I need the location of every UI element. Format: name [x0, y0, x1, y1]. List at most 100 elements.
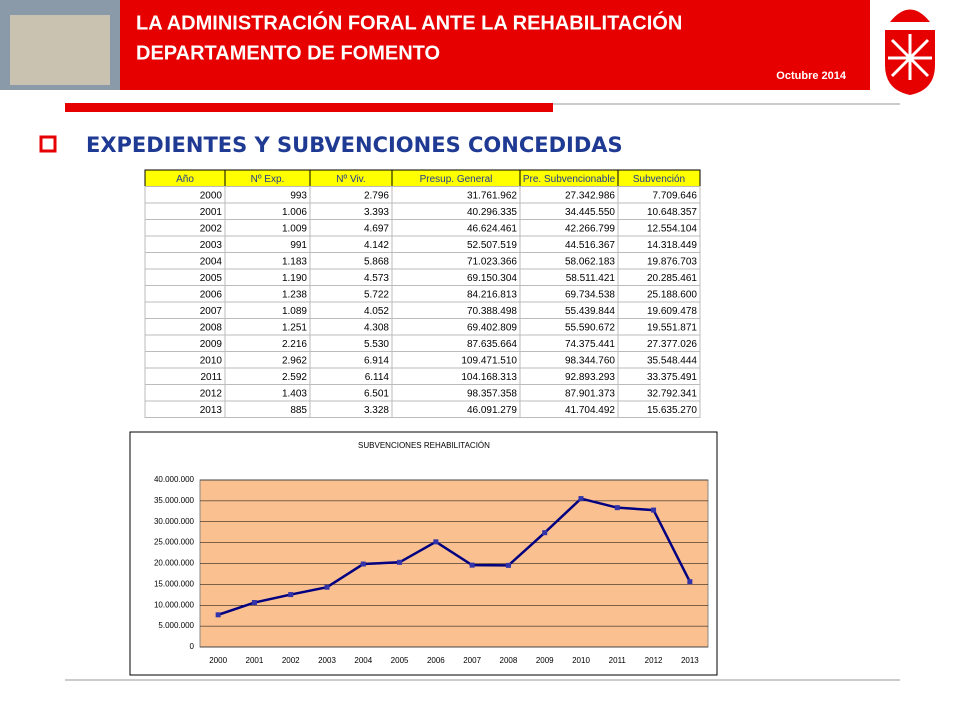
point [542, 530, 548, 536]
cell-text: 69.402.809 [467, 322, 517, 333]
x-tick-label: 2011 [609, 656, 627, 665]
point [433, 539, 439, 545]
chart: 0 5.000.000 10.000.000 15.000.000 20.000.000… [154, 475, 708, 665]
cell-text: 69.150.304 [467, 273, 517, 284]
cell-text: 55.439.844 [565, 306, 615, 317]
point [578, 496, 584, 502]
cell-text: 71.023.366 [467, 256, 517, 267]
cell-text: 104.168.313 [461, 372, 517, 383]
x-tick-label: 2007 [463, 656, 481, 665]
cell-text: 991 [290, 240, 307, 251]
cell-text: 1.183 [282, 256, 307, 267]
cell-text: 27.377.026 [647, 339, 697, 350]
cell-text: 2011 [200, 372, 222, 383]
section-heading: EXPEDIENTES Y SUBVENCIONES CONCEDIDAS [86, 133, 623, 157]
cell-text: 2010 [200, 355, 223, 366]
y-tick-label: 5.000.000 [158, 621, 194, 630]
cell-text: 885 [290, 405, 307, 416]
x-tick-label: 2004 [354, 656, 372, 665]
point [251, 600, 257, 606]
cell-text: 27.342.986 [565, 190, 615, 201]
point [360, 561, 366, 567]
cell-text: 1.251 [282, 322, 307, 333]
data-table: Año Nº Exp. Nº Viv. Presup. General Pre. Sub… [144, 169, 701, 418]
cell-text: 2001 [200, 207, 223, 218]
point [687, 579, 693, 585]
cell-text: 1.403 [282, 388, 307, 399]
cell-text: 31.761.962 [467, 190, 517, 201]
cell-text: 1.238 [282, 289, 307, 300]
cell-text: 2005 [200, 273, 223, 284]
cell-text: 2003 [200, 240, 223, 251]
x-tick-label: 2010 [572, 656, 590, 665]
cell-text: 69.734.538 [565, 289, 615, 300]
cell-text: 2.216 [282, 339, 307, 350]
cell-text: 2012 [200, 388, 223, 399]
cell-text: 4.573 [364, 273, 389, 284]
cell-text: 42.266.799 [565, 223, 615, 234]
header-text: Nº Viv. [336, 174, 365, 185]
cell-text: 84.216.813 [467, 289, 517, 300]
cell-text: 2000 [200, 190, 223, 201]
x-tick-label: 2008 [500, 656, 518, 665]
header-text: Subvención [633, 174, 685, 185]
cell-text: 6.914 [364, 355, 389, 366]
cell-text: 5.530 [364, 339, 389, 350]
cell-text: 4.052 [364, 306, 389, 317]
y-tick-label: 35.000.000 [154, 496, 195, 505]
cell-text: 98.357.358 [467, 388, 517, 399]
cell-text: 993 [290, 190, 307, 201]
cell-text: 2008 [200, 322, 223, 333]
bullet [39, 135, 57, 153]
header-text: Nº Exp. [251, 174, 285, 185]
y-tick-label: 25.000.000 [154, 538, 195, 547]
cell-text: 25.188.600 [647, 289, 697, 300]
point [505, 562, 511, 568]
cell-text: 35.548.444 [647, 355, 697, 366]
cell-text: 4.308 [364, 322, 389, 333]
cell-text: 5.722 [364, 289, 389, 300]
y-tick-label: 15.000.000 [154, 579, 195, 588]
cell-text: 1.006 [282, 207, 307, 218]
cell-text: 20.285.461 [647, 273, 697, 284]
cell-text: 12.554.104 [647, 223, 697, 234]
cell-text: 87.635.664 [467, 339, 517, 350]
cell-text: 98.344.760 [565, 355, 615, 366]
series-line [217, 497, 691, 616]
cell-text: 2009 [200, 339, 223, 350]
point [288, 592, 294, 598]
point [324, 584, 330, 590]
cell-text: 92.893.293 [565, 372, 615, 383]
header-text: Pre. Subvencionable [523, 174, 616, 185]
cell [617, 400, 701, 418]
cell-text: 2.962 [282, 355, 307, 366]
x-tick-label: 2009 [536, 656, 554, 665]
y-tick-label: 20.000.000 [154, 559, 195, 568]
x-tick-label: 2012 [645, 656, 663, 665]
x-tick-label: 2001 [246, 656, 264, 665]
cell-text: 46.624.461 [467, 223, 517, 234]
cell-text: 15.635.270 [647, 405, 697, 416]
x-tick-label: 2000 [209, 656, 227, 665]
cell-text: 41.704.492 [565, 405, 615, 416]
x-tick-label: 2002 [282, 656, 300, 665]
cell-text: 7.709.646 [653, 190, 698, 201]
cell-text: 19.551.871 [647, 322, 697, 333]
cell-text: 33.375.491 [647, 372, 697, 383]
y-tick-label: 10.000.000 [154, 600, 195, 609]
point [397, 559, 403, 565]
point [651, 507, 657, 513]
cell-text: 70.388.498 [467, 306, 517, 317]
header-text: Año [176, 174, 194, 185]
cell-text: 6.501 [364, 388, 389, 399]
cell-text: 2006 [200, 289, 223, 300]
cell-text: 52.507.519 [467, 240, 517, 251]
cell-text: 34.445.550 [565, 207, 615, 218]
header-subtitle: DEPARTAMENTO DE FOMENTO [136, 42, 440, 64]
cell-text: 6.114 [365, 372, 390, 383]
divider-red [65, 103, 553, 112]
cell-text: 3.328 [364, 405, 389, 416]
y-tick-label: 40.000.000 [154, 475, 195, 484]
x-tick-label: 2005 [391, 656, 409, 665]
